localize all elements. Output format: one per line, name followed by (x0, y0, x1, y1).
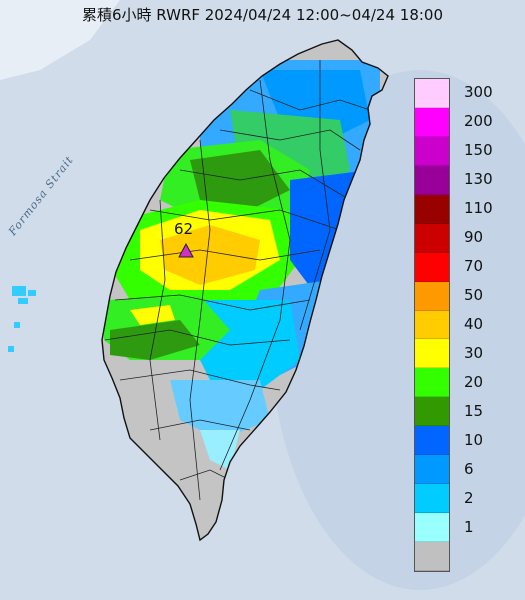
legend-swatch (415, 426, 449, 456)
legend-label: 1 (464, 517, 474, 536)
legend-label: 6 (464, 459, 474, 478)
legend-label: 300 (464, 83, 493, 102)
legend-swatch (415, 79, 449, 108)
legend-label: 90 (464, 228, 484, 247)
legend-swatch (415, 542, 449, 571)
rainfall-legend (414, 78, 450, 572)
legend-swatch (415, 194, 449, 224)
map-title: 累積6小時 RWRF 2024/04/24 12:00~04/24 18:00 (81, 6, 444, 24)
legend-swatch (415, 484, 449, 514)
legend-label: 15 (464, 401, 484, 420)
legend-label: 20 (464, 372, 484, 391)
legend-label: 110 (464, 199, 493, 218)
legend-swatch (415, 310, 449, 340)
legend-label: 50 (464, 286, 484, 305)
legend-swatch (415, 165, 449, 195)
legend-swatch (415, 513, 449, 542)
legend-swatch (415, 281, 449, 311)
legend-label: 30 (464, 343, 484, 362)
legend-swatch (415, 107, 449, 137)
legend-label: 10 (464, 430, 484, 449)
legend-label: 150 (464, 141, 493, 160)
legend-label: 40 (464, 315, 484, 333)
legend-swatch (415, 223, 449, 253)
max-rainfall-value: 62 (174, 220, 194, 238)
legend-label: 130 (464, 170, 493, 189)
rainfall-legend-labels: 300 200 150 130 110 90 70 50 40 30 20 15 10 6 2 1 (456, 78, 516, 570)
legend-swatch (415, 368, 449, 398)
legend-label: 70 (464, 257, 484, 276)
legend-swatch (415, 455, 449, 485)
legend-swatch (415, 136, 449, 166)
legend-swatch (415, 397, 449, 427)
legend-label: 200 (464, 112, 493, 131)
legend-swatch (415, 339, 449, 369)
max-rainfall-marker (178, 242, 194, 258)
legend-swatch (415, 252, 449, 282)
legend-label: 2 (464, 488, 474, 507)
